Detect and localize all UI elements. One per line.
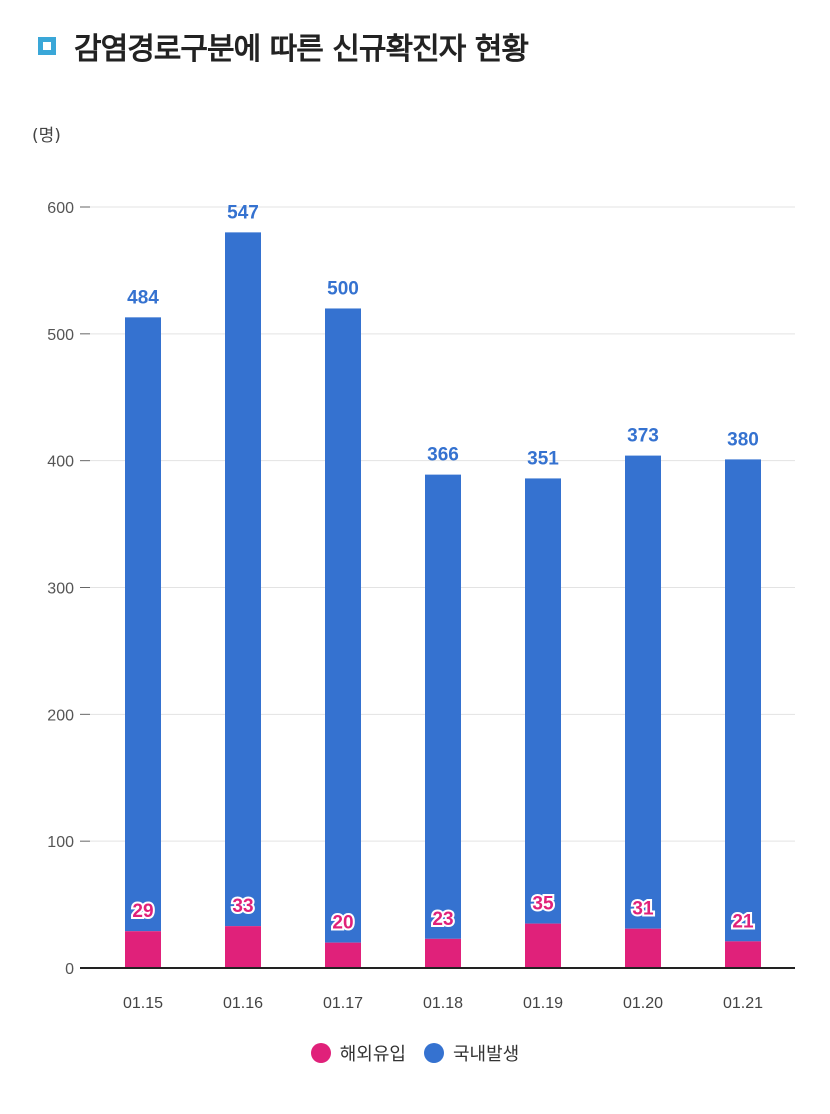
x-tick-label: 01.19 xyxy=(523,995,563,1012)
square-bullet-icon xyxy=(38,37,56,55)
data-labels: 484 29 547 33 500 20 366 23 351 35 373 31 380 21 xyxy=(127,202,759,935)
x-tick-label: 01.16 xyxy=(223,995,263,1012)
data-label-overseas: 35 xyxy=(532,894,554,915)
x-tick-label: 01.21 xyxy=(723,995,763,1012)
bar-domestic xyxy=(525,478,561,924)
legend-label-domestic: 국내발생 xyxy=(453,1044,520,1065)
bar-domestic xyxy=(625,455,661,929)
y-tick-label: 100 xyxy=(47,834,74,851)
bar-overseas xyxy=(725,941,761,968)
y-axis-ticks: 0 100 200 300 400 500 600 xyxy=(47,200,90,978)
legend-item-overseas: 해외유입 xyxy=(310,1040,406,1066)
y-tick-label: 600 xyxy=(47,200,74,217)
x-tick-label: 01.18 xyxy=(423,995,463,1012)
bar-overseas xyxy=(425,938,461,968)
stacked-bar-chart: 0 100 200 300 400 500 600 01.15 01.16 01.17 01.18… xyxy=(47,200,795,1012)
bar-overseas xyxy=(525,923,561,968)
legend-label-overseas: 해외유입 xyxy=(339,1044,406,1065)
chart-title: 감염경로구분에 따른 신규확진자 현황 xyxy=(74,32,529,67)
bar-domestic xyxy=(225,232,261,927)
y-tick-label: 500 xyxy=(47,327,74,344)
data-label-overseas: 31 xyxy=(632,899,654,920)
data-label-domestic: 351 xyxy=(527,448,559,469)
x-tick-label: 01.15 xyxy=(123,995,163,1012)
y-tick-label: 400 xyxy=(47,454,74,471)
bar-overseas xyxy=(125,931,161,968)
legend-swatch-domestic xyxy=(424,1043,444,1063)
data-label-overseas: 29 xyxy=(132,901,153,922)
y-tick-label: 0 xyxy=(65,961,74,978)
bar-overseas xyxy=(325,942,361,968)
x-axis-ticks: 01.15 01.16 01.17 01.18 01.19 01.20 01.21 xyxy=(123,995,763,1012)
bar-domestic xyxy=(325,308,361,943)
y-tick-label: 300 xyxy=(47,581,74,598)
bar-domestic xyxy=(125,317,161,932)
data-label-overseas: 21 xyxy=(732,911,754,932)
bar-overseas xyxy=(225,926,261,968)
data-label-overseas: 33 xyxy=(232,896,253,917)
bar-overseas xyxy=(625,928,661,968)
y-axis-unit-label: (명) xyxy=(32,126,61,146)
data-label-domestic: 366 xyxy=(427,445,459,466)
chart-title-row: 감염경로구분에 따른 신규확진자 현황 xyxy=(38,26,529,67)
y-tick-label: 200 xyxy=(47,707,74,724)
data-label-domestic: 500 xyxy=(327,278,359,299)
legend-item-domestic: 국내발생 xyxy=(424,1040,519,1066)
grid-lines xyxy=(90,206,795,842)
legend-swatch-overseas xyxy=(310,1043,331,1063)
bars xyxy=(125,232,761,968)
data-label-domestic: 380 xyxy=(727,429,759,450)
bar-domestic xyxy=(425,474,461,939)
data-label-domestic: 547 xyxy=(227,202,259,223)
x-tick-label: 01.20 xyxy=(623,995,663,1012)
data-label-domestic: 484 xyxy=(127,287,159,308)
data-label-overseas: 23 xyxy=(432,909,453,930)
x-tick-label: 01.17 xyxy=(323,995,363,1012)
data-label-domestic: 373 xyxy=(627,426,659,447)
bar-domestic xyxy=(725,459,761,942)
legend: 해외유입 국내발생 xyxy=(0,1040,830,1066)
data-label-overseas: 20 xyxy=(332,913,353,934)
